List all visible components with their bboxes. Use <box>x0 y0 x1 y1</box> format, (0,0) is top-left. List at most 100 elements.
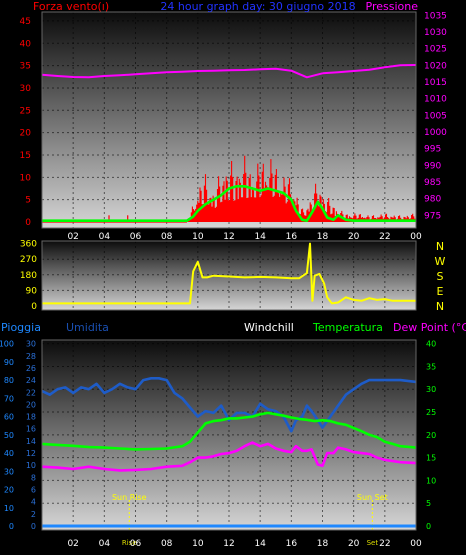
temperature-tick-label: 5 <box>426 499 431 508</box>
temperature-legend: Temperatura <box>312 321 383 334</box>
humidity-tick-label: 2 <box>31 510 36 519</box>
x-tick-label: 10 <box>192 539 204 549</box>
x-tick-label: 06 <box>130 232 142 242</box>
humidity-tick-label: 6 <box>31 486 36 495</box>
wind-direction-line <box>42 242 416 305</box>
rain-tick-label: 60 <box>4 413 14 422</box>
pressure-tick-label: 975 <box>424 211 441 221</box>
wind-direction-degree-axis: 0 90 180 270 360 <box>20 240 37 312</box>
wind-direction-tick-label: 270 <box>20 255 37 265</box>
temperature-axis: 0 5 10 15 20 25 30 35 40 <box>426 340 436 531</box>
sun-set-axis-tag: Set <box>367 539 379 547</box>
humidity-axis-title: Umidita <box>66 321 109 334</box>
rain-tick-label: 40 <box>4 449 14 458</box>
sun-rise-label: Sun Rise <box>112 493 147 502</box>
wind-direction-grid <box>42 241 417 310</box>
dewpoint-line <box>41 441 417 472</box>
temperature-humidity-series <box>41 376 417 528</box>
wind-speed-tick-label: 40 <box>20 39 32 49</box>
x-tick-label: 08 <box>161 232 173 242</box>
rain-tick-label: 0 <box>9 522 14 531</box>
dewpoint-legend: Dew Point (°C) <box>393 321 466 334</box>
humidity-tick-label: 12 <box>26 449 36 458</box>
wind-speed-tick-label: 10 <box>20 173 32 183</box>
x-tick-label: 00 <box>410 539 422 549</box>
x-tick-label: 16 <box>286 232 298 242</box>
x-tick-label: 22 <box>379 539 390 549</box>
temperature-tick-label: 40 <box>426 340 436 349</box>
x-tick-label: 20 <box>348 232 360 242</box>
humidity-tick-label: 14 <box>26 437 36 446</box>
humidity-tick-label: 30 <box>26 340 36 349</box>
wind-pressure-time-axis: 02 04 06 08 10 12 14 16 18 20 22 00 <box>67 232 422 242</box>
rain-axis-title: Pioggia <box>1 321 41 334</box>
wind-speed-axis: 0 5 10 15 20 25 30 35 40 45 <box>20 17 32 228</box>
humidity-tick-label: 0 <box>31 522 36 531</box>
pressure-tick-label: 980 <box>424 195 441 205</box>
temperature-humidity-grid <box>42 340 417 530</box>
x-tick-label: 14 <box>254 539 266 549</box>
temperature-tick-label: 15 <box>426 454 436 463</box>
temperature-tick-label: 35 <box>426 362 436 371</box>
humidity-tick-label: 16 <box>26 425 36 434</box>
x-tick-label: 12 <box>223 232 234 242</box>
wind-speed-tick-label: 20 <box>20 129 32 139</box>
temperature-line <box>41 411 417 451</box>
x-tick-label: 02 <box>67 232 78 242</box>
wind-speed-tick-label: 25 <box>20 106 31 116</box>
rain-tick-label: 100 <box>0 340 14 349</box>
pressure-tick-label: 1005 <box>424 111 447 121</box>
humidity-tick-label: 22 <box>26 388 36 397</box>
x-tick-label: 10 <box>192 232 204 242</box>
rain-tick-label: 30 <box>4 467 14 476</box>
x-tick-label: 08 <box>161 539 173 549</box>
pressure-line <box>41 64 417 79</box>
compass-label: S <box>437 270 444 283</box>
pressure-tick-label: 1000 <box>424 128 447 138</box>
pressure-tick-label: 1030 <box>424 28 447 38</box>
wind-pressure-plot-area <box>42 12 416 228</box>
sun-rise-axis-tag: Rise <box>122 539 137 547</box>
rain-tick-label: 10 <box>4 504 14 513</box>
wind-direction-tick-label: 360 <box>20 240 37 250</box>
x-tick-label: 16 <box>286 539 298 549</box>
rain-tick-label: 80 <box>4 376 14 385</box>
pressure-axis: 975 980 985 990 995 1000 1005 1010 1015 1020 1025 1… <box>424 11 447 221</box>
x-tick-label: 18 <box>317 539 329 549</box>
wind-average-line <box>42 185 416 222</box>
wind-speed-tick-label: 30 <box>20 84 32 94</box>
x-tick-label: 04 <box>99 539 111 549</box>
wind-pressure-frame <box>41 11 417 229</box>
humidity-tick-label: 4 <box>31 498 36 507</box>
pressure-tick-label: 1010 <box>424 95 447 105</box>
x-tick-label: 02 <box>67 539 78 549</box>
wind-speed-axis-title: Forza vento(ı) <box>33 0 109 13</box>
wind-pressure-grid <box>42 12 417 228</box>
temperature-tick-label: 20 <box>426 431 436 440</box>
wind-speed-tick-label: 15 <box>20 151 31 161</box>
graph-title: 24 hour graph day: 30 giugno 2018 <box>160 0 355 13</box>
pressure-axis-title: Pressione <box>366 0 419 13</box>
x-tick-label: 18 <box>317 232 329 242</box>
sun-set-label: Sun Set <box>357 493 388 502</box>
windchill-legend: Windchill <box>244 321 294 334</box>
pressure-tick-label: 1020 <box>424 61 447 71</box>
temperature-tick-label: 30 <box>426 385 436 394</box>
humidity-tick-label: 8 <box>31 473 36 482</box>
pressure-tick-label: 995 <box>424 145 441 155</box>
wind-speed-tick-label: 0 <box>25 218 31 228</box>
temperature-humidity-time-axis: 02 04 06 08 10 12 14 16 18 20 22 00 <box>67 539 422 549</box>
rain-tick-label: 70 <box>4 394 14 403</box>
temperature-humidity-frame <box>41 339 417 531</box>
rain-tick-label: 90 <box>4 358 14 367</box>
temperature-tick-label: 25 <box>426 408 436 417</box>
pressure-tick-label: 1035 <box>424 11 447 21</box>
pressure-tick-label: 1015 <box>424 78 447 88</box>
compass-label: N <box>436 300 444 313</box>
rain-tick-label: 50 <box>4 431 14 440</box>
wind-speed-tick-label: 5 <box>25 196 31 206</box>
pressure-tick-label: 1025 <box>424 45 447 55</box>
x-tick-label: 14 <box>254 232 266 242</box>
